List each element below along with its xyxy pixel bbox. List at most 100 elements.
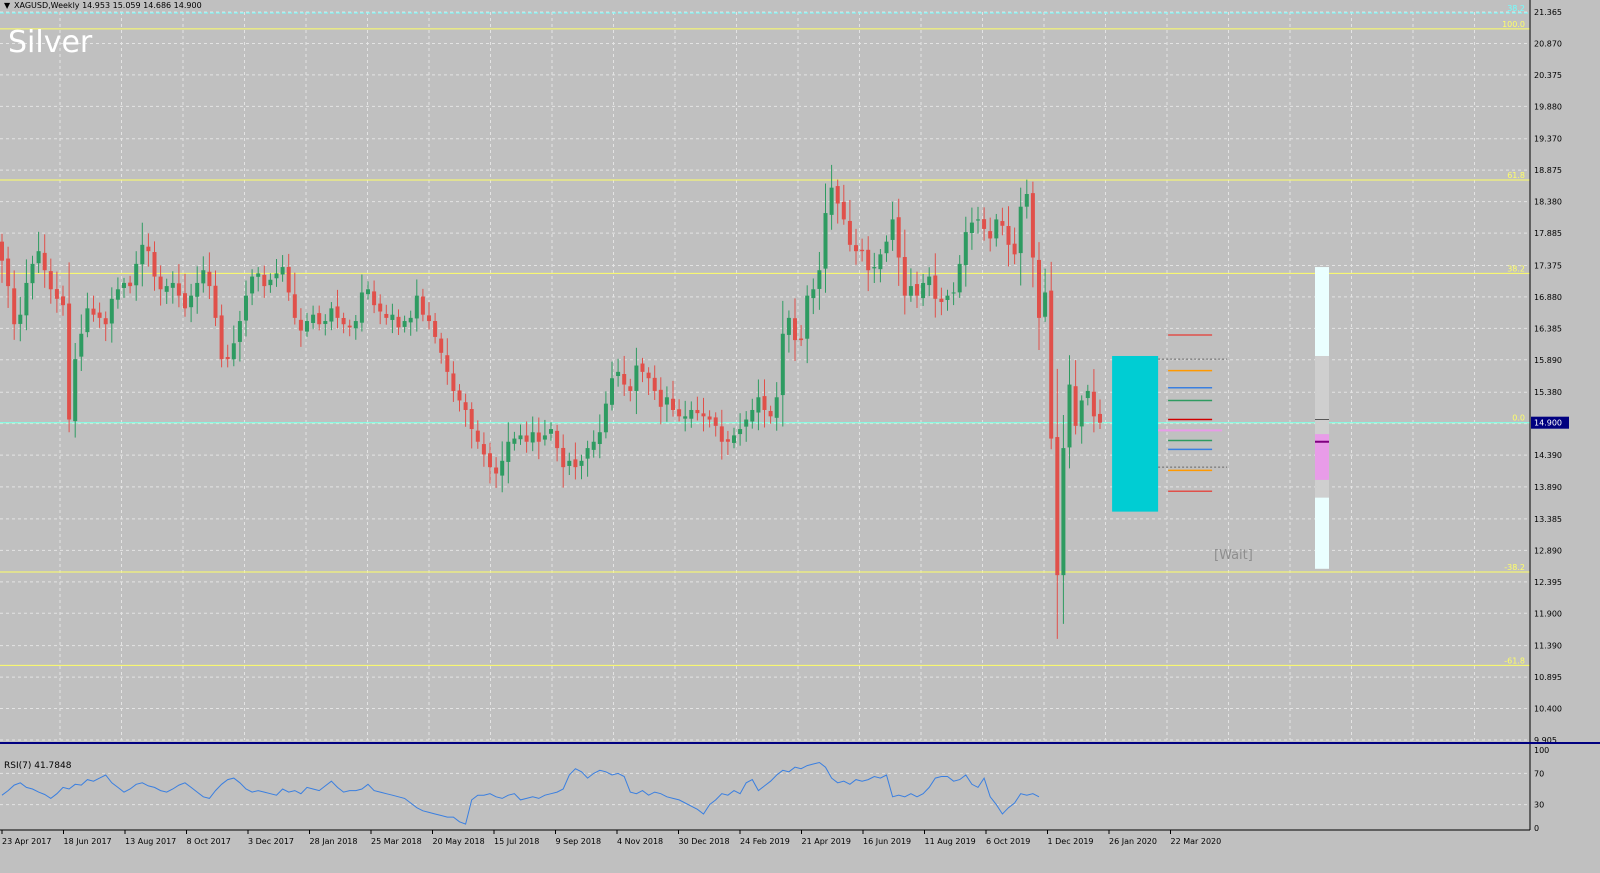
candle-body[interactable]: [225, 357, 230, 360]
candle-body[interactable]: [1049, 290, 1054, 439]
candle-body[interactable]: [433, 321, 438, 337]
price-axis[interactable]: 21.365 20.870 20.375 19.880 19.370 18.875 18.3…: [1529, 0, 1569, 830]
candle-body[interactable]: [353, 321, 358, 329]
candle-body[interactable]: [103, 318, 108, 325]
candle-body[interactable]: [786, 317, 791, 335]
candle-body[interactable]: [475, 430, 480, 442]
candle-body[interactable]: [896, 217, 901, 258]
candle-body[interactable]: [530, 432, 535, 443]
candle-body[interactable]: [61, 296, 65, 306]
candle-body[interactable]: [305, 321, 309, 332]
candle-body[interactable]: [1000, 221, 1005, 226]
candle-body[interactable]: [524, 435, 529, 442]
candle-body[interactable]: [945, 295, 950, 300]
candle-body[interactable]: [359, 292, 364, 323]
candle-body[interactable]: [366, 289, 370, 295]
candle-body[interactable]: [854, 245, 858, 252]
candle-body[interactable]: [646, 372, 651, 379]
candle-body[interactable]: [268, 279, 273, 286]
candle-body[interactable]: [115, 289, 120, 300]
candle-body[interactable]: [286, 266, 291, 293]
candle-body[interactable]: [988, 231, 993, 239]
candle-body[interactable]: [390, 314, 395, 320]
candle-body[interactable]: [79, 333, 84, 357]
candle-body[interactable]: [1037, 259, 1041, 318]
candle-body[interactable]: [67, 303, 72, 420]
candle-body[interactable]: [841, 201, 846, 220]
candle-body[interactable]: [969, 222, 974, 233]
symbol-caret-icon[interactable]: ▼: [4, 1, 11, 10]
candle-body[interactable]: [658, 389, 663, 407]
candle-body[interactable]: [573, 459, 578, 468]
candle-body[interactable]: [128, 282, 133, 287]
candle-body[interactable]: [603, 403, 608, 433]
candle-body[interactable]: [683, 416, 688, 419]
candle-body[interactable]: [555, 430, 560, 449]
candle-body[interactable]: [189, 295, 194, 308]
candle-body[interactable]: [262, 274, 267, 287]
candle-body[interactable]: [317, 313, 322, 325]
candle-body[interactable]: [12, 288, 17, 325]
candle-body[interactable]: [847, 220, 852, 245]
candle-body[interactable]: [451, 373, 456, 391]
candle-body[interactable]: [591, 441, 596, 450]
candle-body[interactable]: [768, 410, 773, 417]
candle-body[interactable]: [750, 409, 755, 422]
candle-body[interactable]: [732, 435, 736, 443]
candle-body[interactable]: [908, 286, 913, 296]
candle-body[interactable]: [1043, 292, 1048, 317]
candle-body[interactable]: [122, 282, 126, 288]
candle-body[interactable]: [1024, 194, 1029, 207]
candle-body[interactable]: [628, 386, 633, 391]
candle-body[interactable]: [219, 315, 224, 360]
candle-body[interactable]: [280, 267, 285, 275]
candle-body[interactable]: [347, 325, 352, 328]
candle-body[interactable]: [396, 316, 401, 328]
candle-body[interactable]: [158, 276, 163, 290]
candle-body[interactable]: [1012, 243, 1017, 255]
candle-body[interactable]: [567, 460, 572, 466]
candle-body[interactable]: [1055, 437, 1060, 576]
candle-body[interactable]: [213, 285, 218, 318]
candle-body[interactable]: [170, 282, 175, 288]
candle-body[interactable]: [872, 267, 877, 269]
candle-body[interactable]: [884, 241, 889, 254]
candle-body[interactable]: [445, 355, 450, 372]
candle-body[interactable]: [915, 284, 919, 296]
candle-body[interactable]: [469, 409, 474, 430]
candle-body[interactable]: [85, 308, 90, 333]
candle-body[interactable]: [597, 432, 602, 445]
candle-body[interactable]: [48, 271, 53, 290]
candle-body[interactable]: [878, 254, 883, 270]
candle-body[interactable]: [109, 298, 114, 324]
candle-body[interactable]: [323, 321, 328, 324]
candle-body[interactable]: [24, 282, 29, 316]
candle-body[interactable]: [134, 263, 139, 286]
candle-body[interactable]: [298, 319, 303, 331]
candle-body[interactable]: [622, 374, 627, 385]
candle-body[interactable]: [835, 186, 840, 204]
candle-body[interactable]: [939, 298, 944, 302]
candle-body[interactable]: [0, 241, 4, 261]
candle-body[interactable]: [256, 273, 261, 277]
candle-body[interactable]: [610, 378, 614, 405]
candle-body[interactable]: [585, 448, 590, 459]
candle-body[interactable]: [384, 313, 389, 318]
candle-body[interactable]: [976, 219, 980, 221]
candle-body[interactable]: [91, 308, 96, 315]
candle-body[interactable]: [231, 343, 236, 360]
candle-body[interactable]: [713, 417, 718, 426]
candle-body[interactable]: [42, 252, 47, 271]
candle-body[interactable]: [457, 390, 462, 401]
candle-body[interactable]: [707, 416, 712, 420]
candle-body[interactable]: [890, 219, 895, 240]
candle-body[interactable]: [414, 295, 419, 319]
candle-body[interactable]: [1067, 384, 1072, 448]
candle-body[interactable]: [933, 275, 938, 299]
time-axis[interactable]: 23 Apr 2017 18 Jun 2017 13 Aug 2017 8 Oct 2…: [0, 829, 1530, 846]
candle-body[interactable]: [671, 398, 675, 410]
candle-body[interactable]: [652, 377, 657, 391]
candle-body[interactable]: [780, 333, 785, 396]
candle-body[interactable]: [274, 273, 279, 279]
